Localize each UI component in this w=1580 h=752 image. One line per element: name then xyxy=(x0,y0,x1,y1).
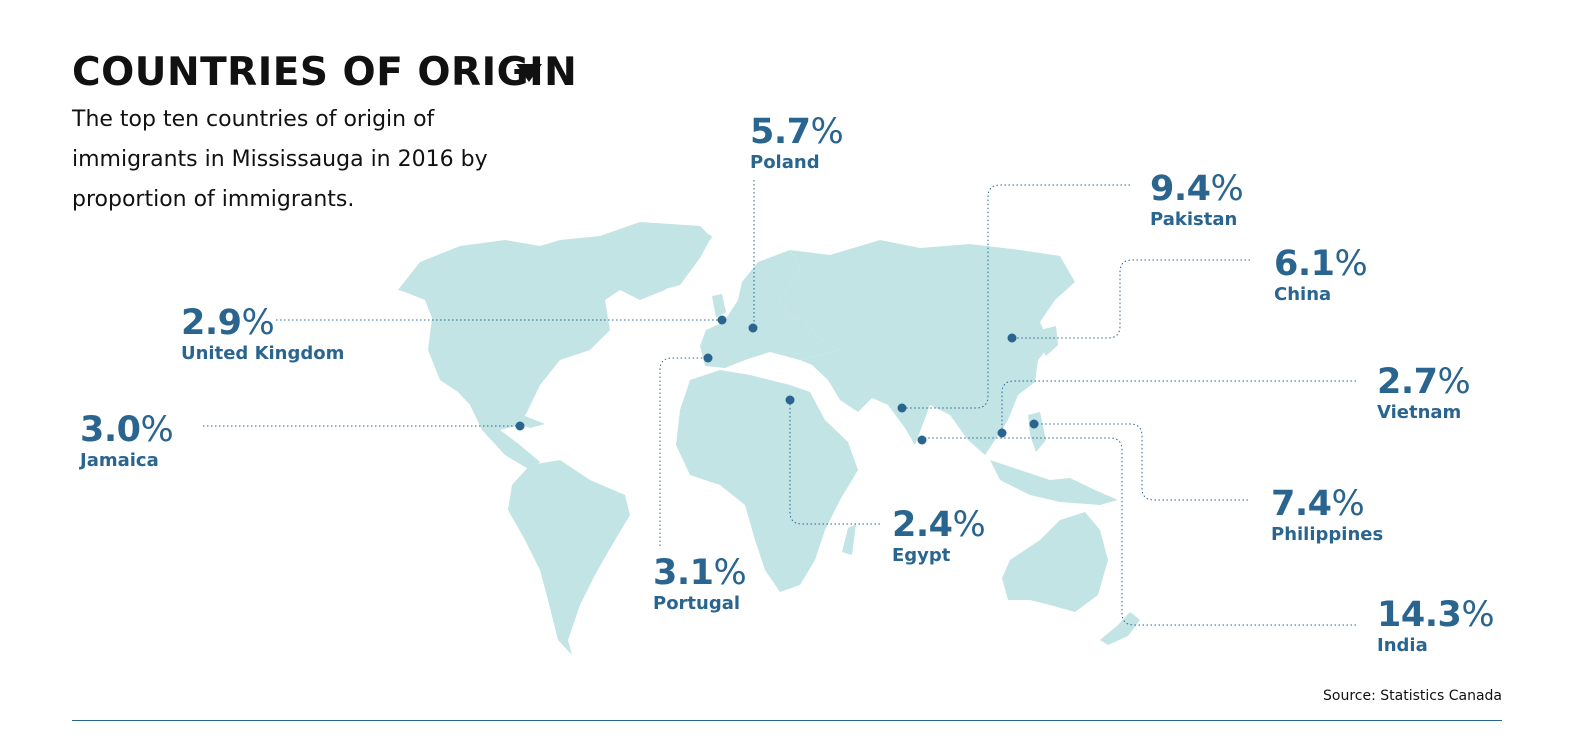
marker-india xyxy=(917,435,927,445)
label-country-name: Egypt xyxy=(892,545,951,566)
label-country-name: Poland xyxy=(750,152,820,173)
marker-china xyxy=(1007,333,1017,343)
south-america xyxy=(508,460,630,655)
label-pct: 2.7% xyxy=(1377,362,1471,402)
chart-subtitle: The top ten countries of origin of immig… xyxy=(72,107,488,212)
marker-egypt xyxy=(785,395,795,405)
leader-portugal xyxy=(659,357,708,546)
asia xyxy=(780,240,1075,455)
greenland xyxy=(625,224,712,292)
british-isles xyxy=(712,294,726,318)
marker-philippines xyxy=(1029,419,1039,429)
label-portugal: 3.1% Portugal xyxy=(653,553,747,615)
source-note: Source: Statistics Canada xyxy=(1323,688,1502,704)
country-markers xyxy=(515,315,1039,445)
label-philippines: 7.4% Philippines xyxy=(1271,484,1383,546)
chart-title: COUNTRIES OF ORIGIN xyxy=(72,50,578,95)
label-poland: 5.7% Poland xyxy=(750,112,844,174)
leader-lines xyxy=(203,180,1356,626)
label-pct: 6.1% xyxy=(1274,244,1368,284)
marker-vietnam xyxy=(997,428,1007,438)
caribbean xyxy=(505,416,545,428)
leader-pakistan xyxy=(902,184,1130,409)
label-pct: 9.4% xyxy=(1150,169,1244,209)
label-egypt: 2.4% Egypt xyxy=(892,505,986,567)
label-pct: 3.0% xyxy=(80,410,174,450)
africa xyxy=(676,370,858,592)
label-pct: 3.1% xyxy=(653,553,747,593)
label-india: 14.3% India xyxy=(1377,595,1495,657)
label-country-name: China xyxy=(1274,284,1332,305)
label-country-name: Portugal xyxy=(653,593,741,614)
marker-pakistan xyxy=(897,403,907,413)
australia xyxy=(1002,512,1108,612)
label-country-name: United Kingdom xyxy=(181,343,345,364)
maritime-asia xyxy=(990,460,1118,505)
philippines-islands xyxy=(1028,412,1046,452)
label-pct: 5.7% xyxy=(750,112,844,152)
new-zealand xyxy=(1100,612,1140,645)
label-pakistan: 9.4% Pakistan xyxy=(1150,169,1244,231)
marker-poland xyxy=(748,323,758,333)
label-jamaica: 3.0% Jamaica xyxy=(80,410,174,472)
label-pct: 2.4% xyxy=(892,505,986,545)
madagascar xyxy=(842,524,856,555)
label-country-name: Jamaica xyxy=(80,450,159,471)
marker-jamaica xyxy=(515,421,525,431)
marker-uk xyxy=(717,315,727,325)
leader-egypt xyxy=(789,400,880,525)
label-pct: 7.4% xyxy=(1271,484,1365,524)
marker-portugal xyxy=(703,353,713,363)
label-united-kingdom: 2.9% United Kingdom xyxy=(181,303,344,365)
triangle-down-icon[interactable] xyxy=(516,64,542,82)
label-pct: 14.3% xyxy=(1377,595,1495,635)
japan xyxy=(1040,326,1058,356)
label-country-name: Pakistan xyxy=(1150,209,1238,230)
north-america xyxy=(398,222,712,430)
label-country-name: Philippines xyxy=(1271,524,1384,545)
continents xyxy=(398,222,1140,655)
europe xyxy=(700,250,840,368)
label-vietnam: 2.7% Vietnam xyxy=(1377,362,1471,424)
leader-china xyxy=(1012,259,1250,339)
label-pct: 2.9% xyxy=(181,303,275,343)
label-china: 6.1% China xyxy=(1274,244,1368,306)
label-country-name: India xyxy=(1377,635,1428,656)
label-country-name: Vietnam xyxy=(1377,402,1462,423)
bottom-divider xyxy=(72,720,1502,721)
central-america xyxy=(470,405,540,470)
leader-vietnam xyxy=(1001,380,1356,433)
